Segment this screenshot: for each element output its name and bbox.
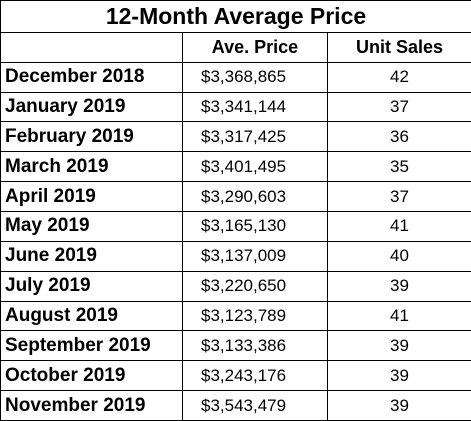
- table-row: December 2018 $3,368,865 42: [0, 61, 471, 93]
- month-cell: October 2019: [0, 360, 183, 392]
- table-title: 12-Month Average Price: [0, 0, 471, 33]
- units-cell: 39: [327, 390, 471, 421]
- month-cell: September 2019: [0, 330, 183, 362]
- table-row: January 2019 $3,341,144 37: [0, 91, 471, 123]
- month-cell: March 2019: [0, 151, 183, 183]
- title-row: 12-Month Average Price: [0, 0, 471, 33]
- units-cell: 39: [327, 330, 471, 362]
- month-cell: May 2019: [0, 210, 183, 242]
- header-unit-sales: Unit Sales: [327, 31, 471, 63]
- price-cell: $3,165,130: [182, 210, 328, 242]
- price-cell: $3,401,495: [182, 151, 328, 183]
- table-row: September 2019 $3,133,386 39: [0, 330, 471, 362]
- price-cell: $3,123,789: [182, 300, 328, 332]
- table-row: May 2019 $3,165,130 41: [0, 210, 471, 242]
- header-row: Ave. Price Unit Sales: [0, 31, 471, 63]
- price-cell: $3,317,425: [182, 121, 328, 153]
- table-row: June 2019 $3,137,009 40: [0, 240, 471, 272]
- price-cell: $3,368,865: [182, 61, 328, 93]
- month-cell: April 2019: [0, 181, 183, 212]
- units-cell: 35: [327, 151, 471, 183]
- price-cell: $3,220,650: [182, 270, 328, 302]
- units-cell: 41: [327, 300, 471, 332]
- units-cell: 37: [327, 91, 471, 123]
- table-row: November 2019 $3,543,479 39: [0, 390, 471, 421]
- month-cell: November 2019: [0, 390, 183, 421]
- header-ave-price: Ave. Price: [182, 31, 328, 63]
- units-cell: 37: [327, 181, 471, 212]
- table-row: April 2019 $3,290,603 37: [0, 181, 471, 212]
- units-cell: 36: [327, 121, 471, 153]
- price-cell: $3,290,603: [182, 181, 328, 212]
- header-month: [0, 31, 183, 63]
- price-cell: $3,341,144: [182, 91, 328, 123]
- units-cell: 41: [327, 210, 471, 242]
- table-row: March 2019 $3,401,495 35: [0, 151, 471, 183]
- units-cell: 42: [327, 61, 471, 93]
- price-cell: $3,543,479: [182, 390, 328, 421]
- price-cell: $3,133,386: [182, 330, 328, 362]
- units-cell: 40: [327, 240, 471, 272]
- price-cell: $3,243,176: [182, 360, 328, 392]
- month-cell: July 2019: [0, 270, 183, 302]
- table-row: August 2019 $3,123,789 41: [0, 300, 471, 332]
- units-cell: 39: [327, 360, 471, 392]
- month-cell: June 2019: [0, 240, 183, 272]
- table-row: July 2019 $3,220,650 39: [0, 270, 471, 302]
- month-cell: December 2018: [0, 61, 183, 93]
- month-cell: January 2019: [0, 91, 183, 123]
- units-cell: 39: [327, 270, 471, 302]
- table-row: October 2019 $3,243,176 39: [0, 360, 471, 392]
- table-row: February 2019 $3,317,425 36: [0, 121, 471, 153]
- month-cell: August 2019: [0, 300, 183, 332]
- price-cell: $3,137,009: [182, 240, 328, 272]
- month-cell: February 2019: [0, 121, 183, 153]
